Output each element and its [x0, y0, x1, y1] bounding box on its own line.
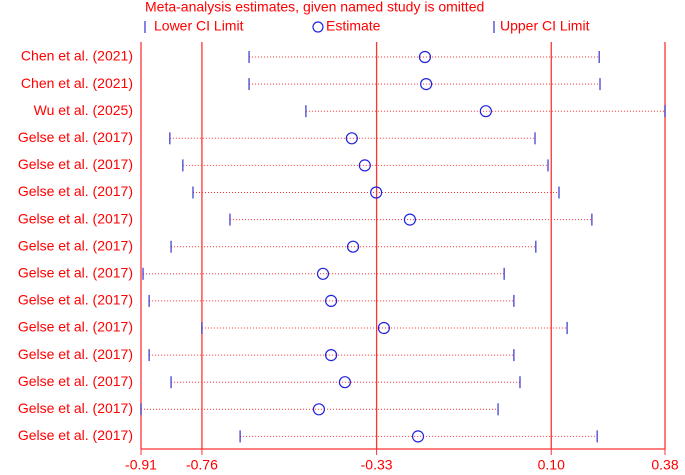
x-tick-label: 0.38	[651, 457, 678, 473]
y-tick-label: Chen et al. (2021)	[21, 75, 133, 91]
estimate	[325, 349, 338, 362]
y-tick-label: Gelse et al. (2017)	[18, 346, 133, 362]
estimate	[403, 213, 417, 226]
x-tick-label: -0.91	[125, 457, 157, 473]
legend-label: Estimate	[326, 18, 381, 34]
y-tick-label: Gelse et al. (2017)	[18, 427, 133, 443]
estimate	[325, 294, 338, 307]
y-tick-label: Chen et al. (2021)	[21, 48, 133, 64]
estimate	[370, 186, 383, 199]
estimate	[338, 376, 352, 389]
y-tick-label: Gelse et al. (2017)	[18, 265, 133, 281]
y-tick-label: Gelse et al. (2017)	[18, 129, 133, 145]
x-tick-label: -0.76	[186, 457, 218, 473]
estimate	[420, 77, 433, 91]
y-tick-label: Gelse et al. (2017)	[18, 319, 133, 335]
estimate	[479, 105, 492, 118]
estimate	[377, 321, 391, 335]
y-tick-label: Gelse et al. (2017)	[18, 292, 133, 308]
estimate	[345, 132, 358, 145]
y-tick-label: Gelse et al. (2017)	[18, 400, 133, 416]
y-tick-label: Gelse et al. (2017)	[18, 156, 133, 172]
estimate	[411, 430, 425, 443]
y-tick-label: Gelse et al. (2017)	[18, 237, 133, 253]
estimate	[358, 159, 371, 172]
estimate	[312, 403, 326, 416]
legend-label: Upper CI Limit	[500, 18, 590, 34]
estimate	[316, 267, 330, 280]
estimate	[418, 50, 432, 64]
y-tick-label: Gelse et al. (2017)	[18, 210, 133, 226]
legend-label: Lower CI Limit	[154, 18, 244, 34]
estimate	[346, 240, 360, 253]
x-tick-label: 0.10	[538, 457, 565, 473]
x-tick-label: -0.33	[361, 457, 393, 473]
y-tick-label: Wu et al. (2025)	[34, 102, 133, 118]
chart-title: Meta-analysis estimates, given named stu…	[145, 0, 484, 15]
legend-marker	[312, 21, 324, 33]
y-tick-label: Gelse et al. (2017)	[18, 373, 133, 389]
y-tick-label: Gelse et al. (2017)	[18, 183, 133, 199]
